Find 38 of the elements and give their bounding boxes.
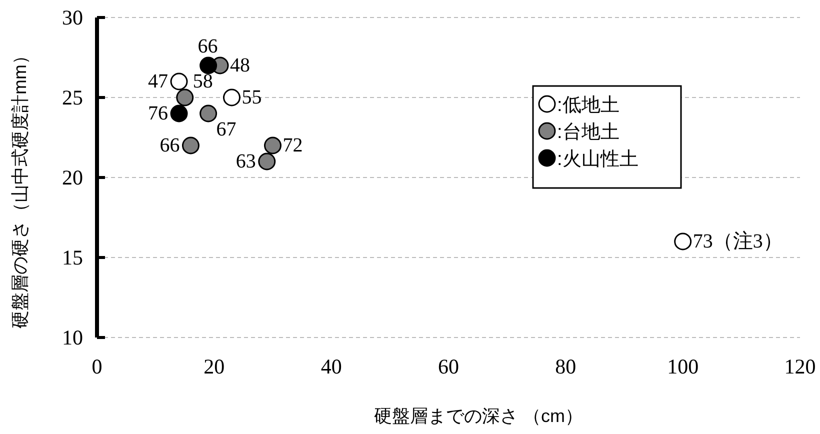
x-tick-label: 60 <box>438 354 459 378</box>
y-axis-title: 硬盤層の硬さ（山中式硬度計mm） <box>10 46 30 328</box>
point <box>182 136 200 154</box>
x-tick-label: 80 <box>555 354 576 378</box>
annotation: 67 <box>216 118 236 140</box>
x-axis-title: 硬盤層までの深さ （cm） <box>374 406 583 426</box>
legend-label: :火山性土 <box>557 149 638 170</box>
annotation: 48 <box>230 54 250 76</box>
point <box>170 104 188 122</box>
annotation: 66 <box>160 134 180 156</box>
annotation: 76 <box>148 102 168 124</box>
y-tick-label: 20 <box>62 166 83 190</box>
x-tick-label: 100 <box>667 354 699 378</box>
annotation: 55 <box>242 86 262 108</box>
point <box>176 88 194 106</box>
x-tick-label: 20 <box>204 354 225 378</box>
point <box>170 72 188 90</box>
y-tick-label: 15 <box>62 246 83 270</box>
x-tick-label: 0 <box>92 354 102 378</box>
point <box>222 88 240 106</box>
point <box>200 56 218 74</box>
point <box>258 152 276 170</box>
y-tick-label: 10 <box>62 326 83 350</box>
point <box>674 232 692 250</box>
point <box>200 104 218 122</box>
x-tick-label: 120 <box>784 354 816 378</box>
annotation: 72 <box>282 134 303 156</box>
legend-label: :低地土 <box>557 95 620 116</box>
point <box>264 136 282 154</box>
annotation: 66 <box>198 36 218 58</box>
legend-label: :台地土 <box>557 122 620 143</box>
annotation: 73（注3） <box>692 230 783 252</box>
y-tick-label: 25 <box>62 86 83 110</box>
annotation: 58 <box>192 70 213 92</box>
annotation: 47 <box>148 70 168 92</box>
x-tick-label: 40 <box>320 354 342 378</box>
annotation: 63 <box>236 150 256 172</box>
y-tick-label: 30 <box>62 6 83 30</box>
